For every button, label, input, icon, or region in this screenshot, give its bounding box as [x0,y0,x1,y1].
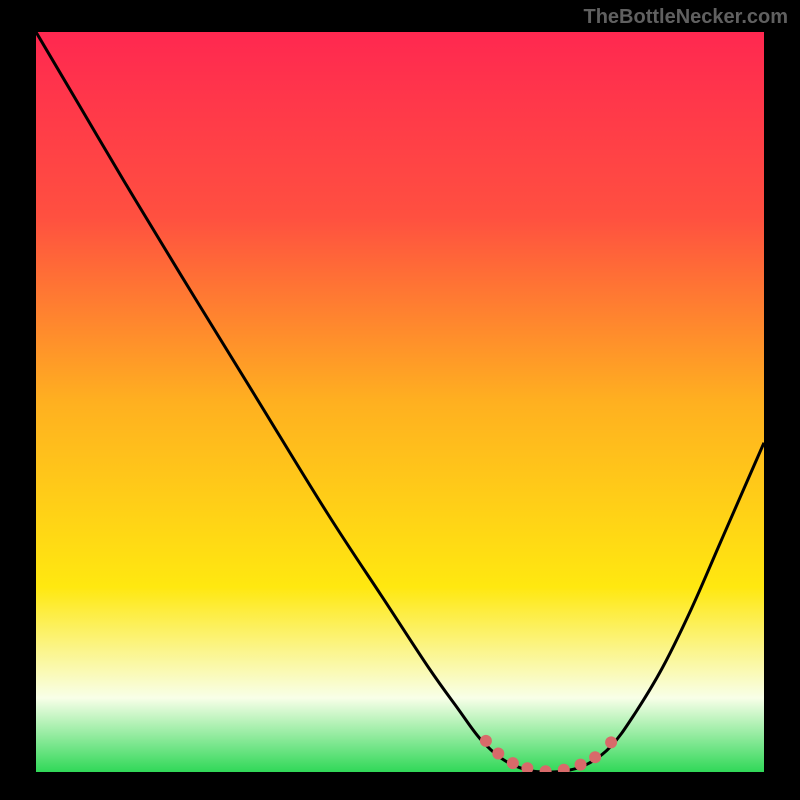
chart-plot-area [36,32,764,772]
chart-svg [36,32,764,772]
curve-marker [589,751,601,763]
curve-marker [540,765,552,772]
curve-marker [605,736,617,748]
curve-marker [575,759,587,771]
curve-marker [492,748,504,760]
curve-marker [480,735,492,747]
curve-marker [507,757,519,769]
curve-marker [521,762,533,772]
curve-marker [558,764,570,772]
watermark-text: TheBottleNecker.com [583,6,788,29]
bottleneck-curve [36,32,764,772]
marker-group [480,735,617,772]
